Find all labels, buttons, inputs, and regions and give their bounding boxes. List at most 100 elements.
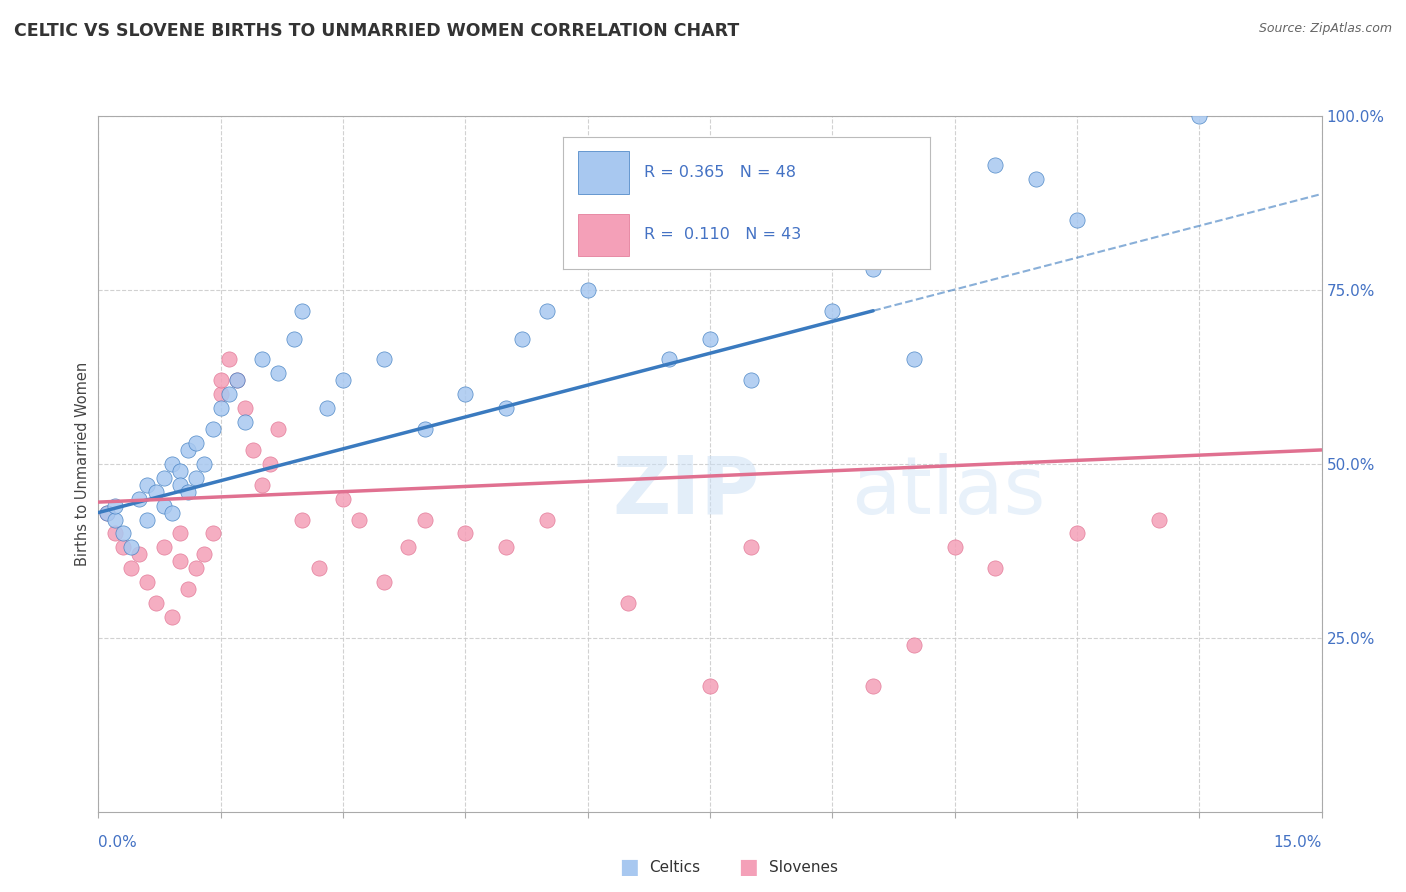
Point — [903, 638, 925, 652]
Point — [454, 387, 477, 401]
Point — [1188, 109, 1211, 123]
Point — [104, 512, 127, 526]
Point — [315, 401, 337, 416]
Point — [226, 373, 249, 387]
Text: ZIP: ZIP — [612, 452, 759, 531]
Point — [177, 442, 200, 457]
Text: CELTIC VS SLOVENE BIRTHS TO UNMARRIED WOMEN CORRELATION CHART: CELTIC VS SLOVENE BIRTHS TO UNMARRIED WO… — [14, 22, 740, 40]
Point — [218, 352, 240, 367]
Point — [903, 352, 925, 367]
Point — [209, 373, 232, 387]
Point — [169, 464, 191, 478]
Point — [1025, 171, 1047, 186]
Point — [291, 512, 314, 526]
Point — [267, 367, 290, 381]
Point — [152, 499, 174, 513]
Point — [111, 541, 134, 555]
Point — [1066, 213, 1088, 227]
Point — [111, 526, 134, 541]
Point — [291, 303, 314, 318]
Point — [96, 506, 118, 520]
Point — [658, 352, 681, 367]
Point — [218, 387, 240, 401]
Point — [193, 547, 215, 561]
Point — [233, 415, 256, 429]
Text: ■: ■ — [619, 857, 638, 877]
Point — [201, 526, 224, 541]
Point — [984, 158, 1007, 172]
Point — [332, 373, 354, 387]
Point — [128, 491, 150, 506]
Text: Slovenes: Slovenes — [769, 860, 838, 874]
Point — [104, 499, 127, 513]
Point — [104, 526, 127, 541]
Point — [160, 457, 183, 471]
Point — [250, 352, 273, 367]
Point — [283, 332, 305, 346]
Point — [120, 541, 142, 555]
Text: 0.0%: 0.0% — [98, 836, 138, 850]
Point — [821, 303, 844, 318]
Point — [96, 506, 118, 520]
Point — [242, 442, 264, 457]
Point — [177, 484, 200, 499]
Point — [862, 262, 884, 277]
Point — [617, 596, 640, 610]
Point — [177, 582, 200, 596]
Point — [201, 422, 224, 436]
Point — [373, 352, 395, 367]
Text: Source: ZipAtlas.com: Source: ZipAtlas.com — [1258, 22, 1392, 36]
Point — [862, 680, 884, 694]
Point — [495, 401, 517, 416]
Point — [536, 512, 558, 526]
Point — [233, 401, 256, 416]
Point — [250, 477, 273, 491]
Point — [169, 477, 191, 491]
Point — [308, 561, 330, 575]
Point — [152, 471, 174, 485]
Point — [120, 561, 142, 575]
Point — [186, 561, 208, 575]
Point — [136, 512, 159, 526]
Point — [740, 541, 762, 555]
Point — [145, 596, 167, 610]
Point — [413, 512, 436, 526]
Point — [186, 471, 208, 485]
Point — [332, 491, 354, 506]
Point — [209, 387, 232, 401]
Point — [152, 541, 174, 555]
Point — [413, 422, 436, 436]
Point — [943, 541, 966, 555]
Point — [160, 506, 183, 520]
Point — [160, 610, 183, 624]
Point — [259, 457, 281, 471]
Point — [145, 484, 167, 499]
Point — [209, 401, 232, 416]
Point — [267, 422, 290, 436]
Y-axis label: Births to Unmarried Women: Births to Unmarried Women — [75, 362, 90, 566]
Point — [169, 554, 191, 568]
Point — [373, 575, 395, 590]
Point — [136, 477, 159, 491]
Point — [576, 283, 599, 297]
Text: Celtics: Celtics — [650, 860, 700, 874]
Point — [226, 373, 249, 387]
Text: atlas: atlas — [851, 452, 1045, 531]
Point — [136, 575, 159, 590]
Point — [193, 457, 215, 471]
Point — [1147, 512, 1170, 526]
Text: 15.0%: 15.0% — [1274, 836, 1322, 850]
Point — [128, 547, 150, 561]
Point — [396, 541, 419, 555]
Point — [512, 332, 534, 346]
Point — [1066, 526, 1088, 541]
Point — [740, 373, 762, 387]
Point — [495, 541, 517, 555]
Text: ■: ■ — [738, 857, 758, 877]
Point — [186, 436, 208, 450]
Point — [699, 680, 721, 694]
Point — [984, 561, 1007, 575]
Point — [454, 526, 477, 541]
Point — [349, 512, 371, 526]
Point — [536, 303, 558, 318]
